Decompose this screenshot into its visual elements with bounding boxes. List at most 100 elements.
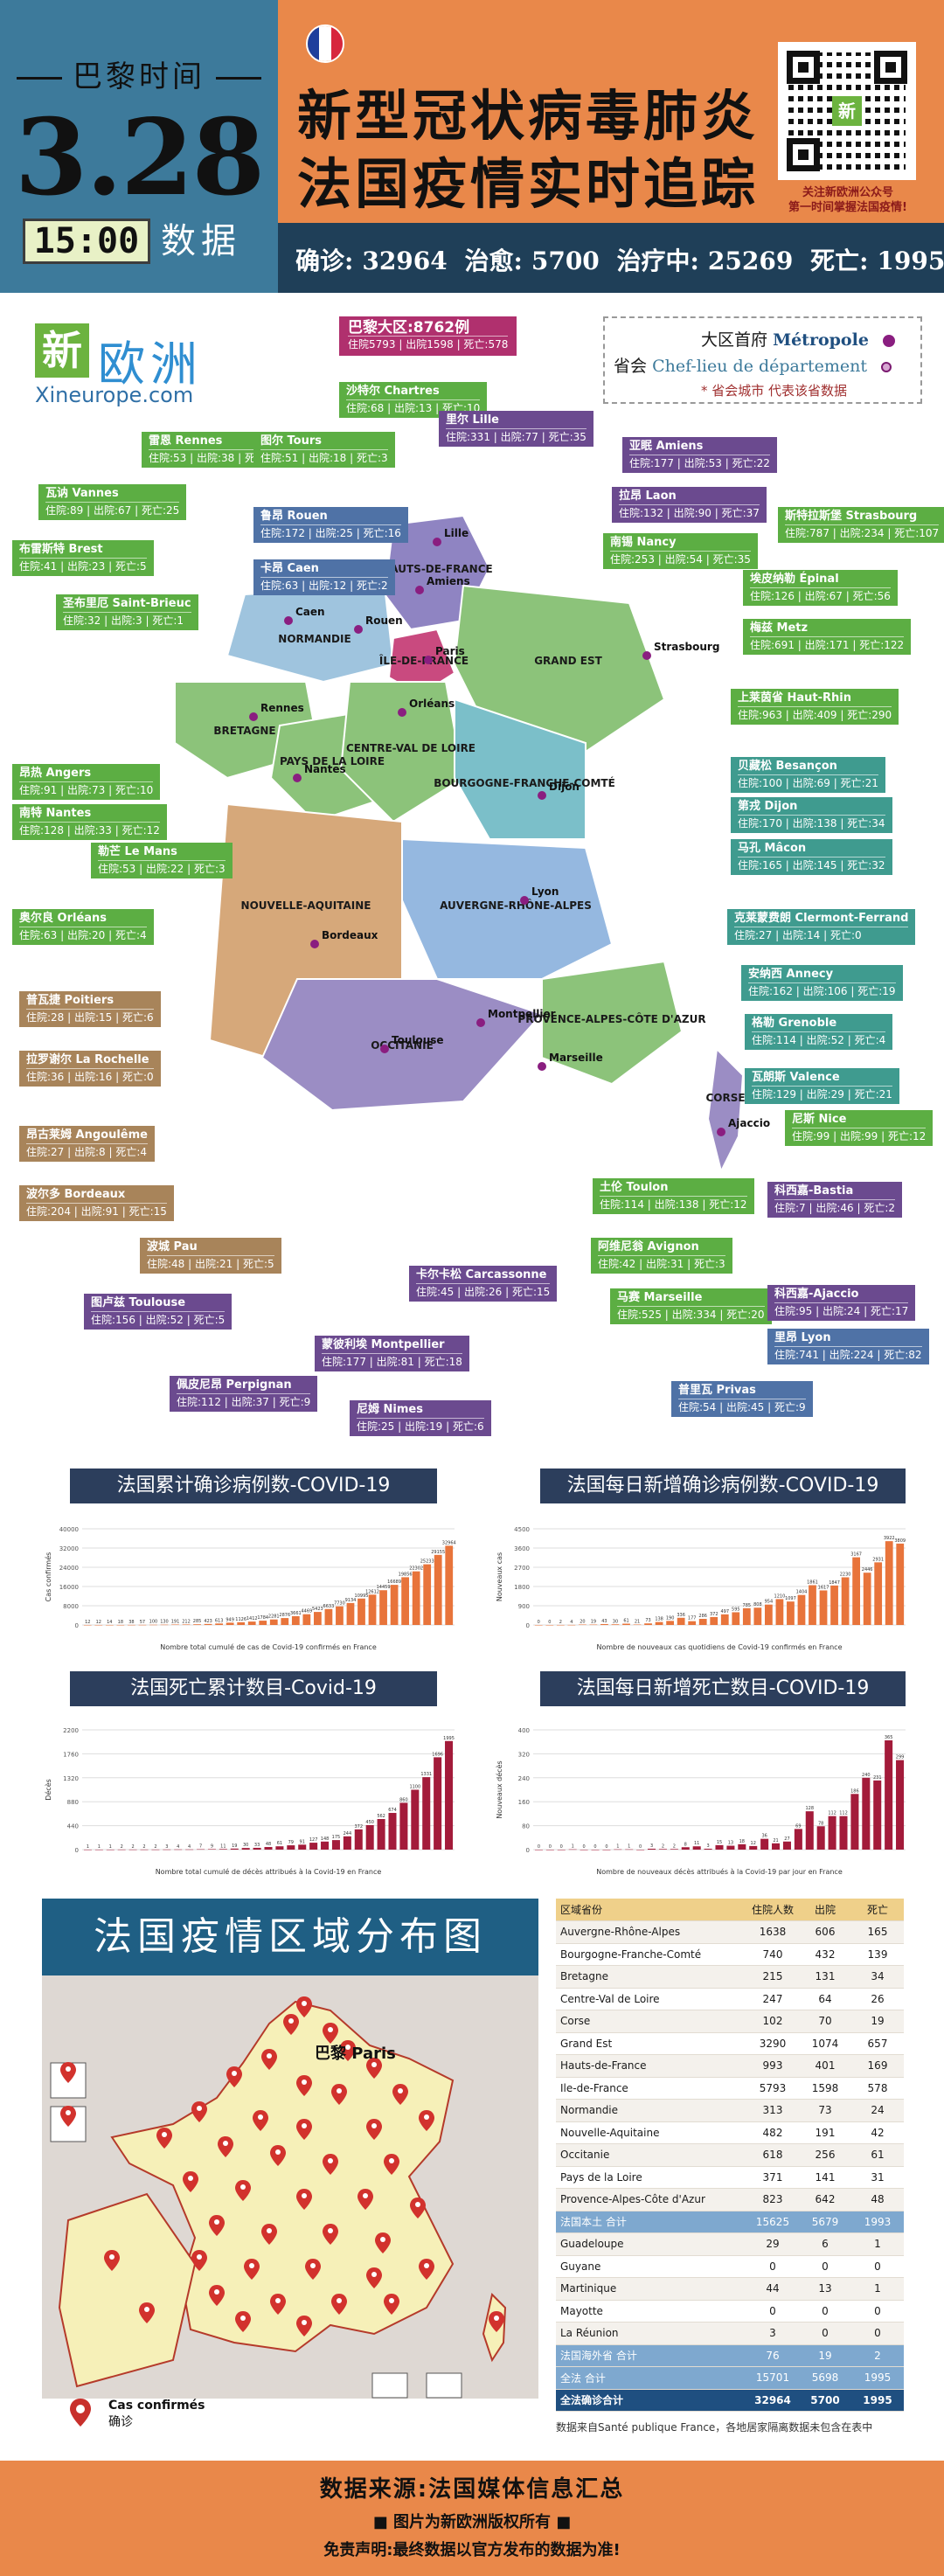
dept-name: 雷恩 Rennes (149, 434, 223, 448)
bar (589, 1624, 598, 1626)
y-tick-label: 0 (75, 1622, 79, 1629)
confirmed-value: 32964 (362, 246, 448, 275)
data-label: 127 (309, 1837, 318, 1843)
data-label: 372 (354, 1824, 363, 1830)
dept-name: 普里瓦 Privas (678, 1384, 756, 1397)
bar (670, 1849, 678, 1850)
data-label: 0 (639, 1844, 642, 1850)
city-name: Orléans (409, 698, 455, 710)
qr-code[interactable]: 新 (778, 42, 916, 180)
city-dot-icon (476, 1018, 485, 1027)
bar (852, 1557, 861, 1625)
city-dot-icon (717, 1128, 725, 1136)
city-dot-icon (415, 586, 424, 594)
bar (321, 1841, 330, 1850)
bar (655, 1621, 663, 1625)
cell-region: 全法 合计 (556, 2366, 746, 2390)
data-label: 3 (706, 1843, 709, 1849)
table-row: Guadeloupe 29 6 1 (556, 2232, 904, 2256)
data-label: 1100 (409, 1785, 420, 1790)
cell-value: 70 (799, 2010, 851, 2033)
cell-region: 全法确诊合计 (556, 2389, 746, 2412)
cell-region: Mayotte (556, 2300, 746, 2323)
dept-name: 波城 Pau (147, 1240, 198, 1253)
qr-caption: 关注新欧洲公众号 第一时间掌握法国疫情! (767, 185, 928, 215)
data-label: 1 (628, 1844, 630, 1850)
data-label: 29155 (431, 1550, 445, 1555)
chart-title-cum-deaths: 法国死亡累计数目-Covid-19 (70, 1671, 437, 1706)
data-label: 12 (96, 1620, 101, 1625)
dept-values: 住院:63 | 出院:20 | 死亡:4 (19, 927, 147, 943)
dept-name: 奥尔良 Orléans (19, 912, 108, 925)
qr-logo-icon: 新 (832, 96, 862, 126)
region-name: PAYS DE LA LOIRE (280, 755, 385, 767)
data-label: 2 (662, 1843, 664, 1849)
dept-name: 瓦朗斯 Valence (752, 1071, 840, 1084)
bar (275, 1846, 284, 1850)
case-pin-icon (191, 2101, 207, 2122)
dept-label: 尼姆 Nimes 住院:25 | 出院:19 | 死亡:6 (350, 1400, 491, 1436)
cell-value: 5698 (799, 2366, 851, 2390)
dept-values: 住院:89 | 出院:67 | 死亡:25 (45, 502, 180, 518)
data-label: 73 (645, 1618, 650, 1623)
x-axis-label: Nombre total cumulé de cas de Covid-19 c… (160, 1642, 377, 1651)
footer-disclaimer: 免责声明:最终数据以官方发布的数据为准! (323, 2541, 621, 2559)
data-table: 区域省份 住院人数 出院 死亡 Auvergne-Rhône-Alpes 1638… (556, 1899, 904, 2412)
dept-label: 尼斯 Nice 住院:99 | 出院:99 | 死亡:12 (785, 1110, 934, 1146)
data-label: 2281 (268, 1614, 280, 1620)
data-label: 25233 (420, 1559, 434, 1565)
case-pin-icon (60, 2062, 76, 2083)
case-pin-icon (323, 2023, 338, 2044)
prefecture-dot-icon (881, 362, 892, 372)
bar (411, 1789, 420, 1850)
table-row: 法国海外省 合计 76 19 2 (556, 2344, 904, 2367)
cell-value: 6 (799, 2232, 851, 2256)
cell-value: 44 (746, 2277, 799, 2301)
bar (633, 1624, 642, 1625)
cases-pin-icon (70, 2399, 91, 2427)
bar (698, 1619, 707, 1625)
city-name: Amiens (427, 575, 470, 587)
dept-values: 住院:787 | 出院:234 | 死亡:107 (785, 524, 940, 541)
dept-label: 第戎 Dijon 住院:170 | 出院:138 | 死亡:34 (731, 797, 892, 833)
chart-title-daily-deaths: 法国每日新增死亡数目-COVID-19 (540, 1671, 906, 1706)
dept-label: 蒙彼利埃 Montpellier 住院:177 | 出院:81 | 死亡:18 (315, 1336, 469, 1371)
y-tick-label: 16000 (59, 1584, 79, 1591)
case-pins (60, 1996, 504, 2336)
page-title-line2: 法国疫情实时追踪 (297, 152, 760, 216)
case-pin-icon (270, 2294, 286, 2315)
data-label: 36 (761, 1834, 767, 1839)
case-pin-icon (296, 2075, 312, 2096)
data-label: 19 (232, 1843, 237, 1849)
bar (720, 1614, 729, 1625)
cell-value: 482 (746, 2121, 799, 2144)
dept-name: 昂热 Angers (19, 767, 92, 780)
city-name: Marseille (549, 1052, 603, 1064)
footer-copyright: ■ 图片为新欧洲版权所有 ■ (372, 2513, 572, 2531)
data-label: 57 (140, 1620, 145, 1625)
cell-region: Guadeloupe (556, 2232, 746, 2256)
dept-label: 图卢兹 Toulouse 住院:156 | 出院:52 | 死亡:5 (84, 1294, 233, 1330)
case-pin-icon (283, 2014, 299, 2035)
bar (160, 1624, 169, 1626)
data-label: 130 (160, 1620, 169, 1625)
bar (138, 1624, 147, 1626)
distribution-map: 巴黎 Paris (50, 1996, 507, 2399)
data-label: 21 (635, 1619, 640, 1624)
city-dot-icon (310, 940, 319, 948)
brand-url[interactable]: Xineurope.com (35, 383, 194, 407)
bar (401, 1577, 410, 1625)
bar (715, 1844, 724, 1850)
data-label: 286 (698, 1614, 707, 1619)
case-pin-icon (323, 2154, 338, 2175)
bar (377, 1819, 385, 1850)
qr-finder-icon (874, 51, 907, 84)
bar (839, 1816, 848, 1850)
cell-region: Occitanie (556, 2143, 746, 2167)
data-label: 240 (862, 1773, 871, 1778)
dept-name: 昂古莱姆 Angoulême (26, 1128, 148, 1142)
bar (287, 1845, 295, 1850)
bar (885, 1541, 893, 1625)
case-pin-icon (375, 2232, 391, 2253)
data-label: 1412 (246, 1616, 258, 1621)
